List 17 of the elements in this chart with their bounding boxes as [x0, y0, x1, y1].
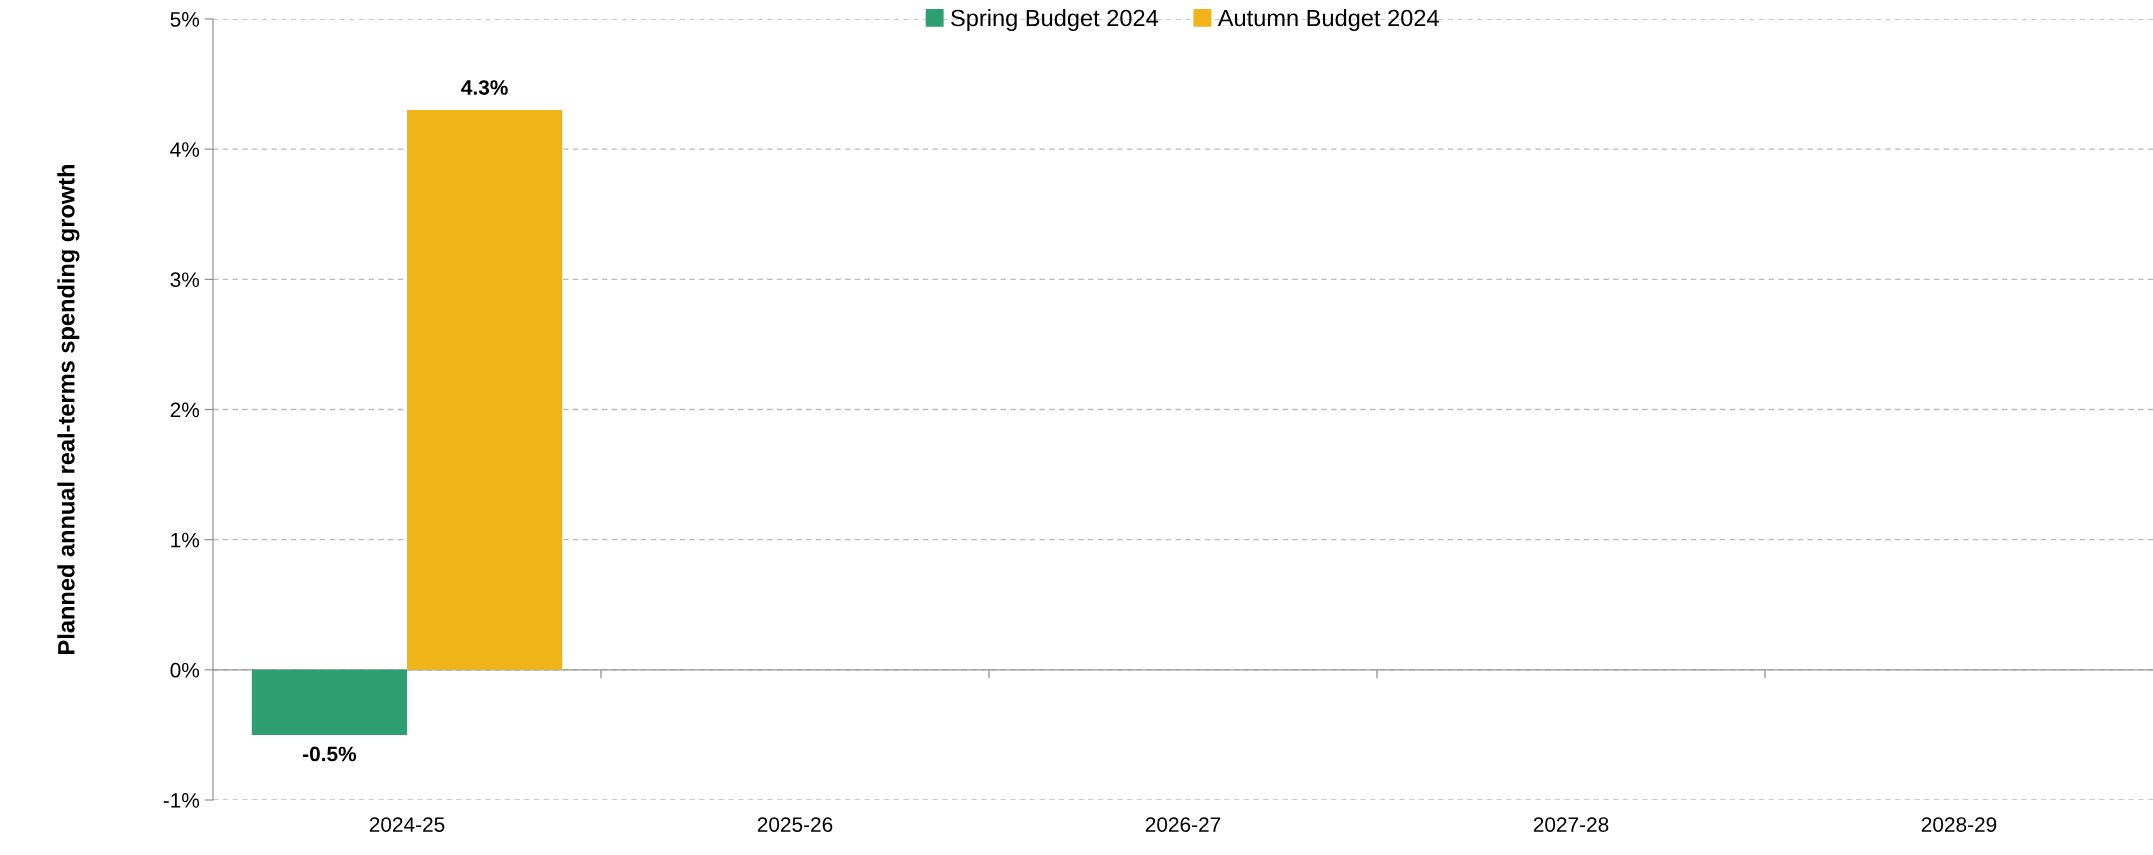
data-label: -0.5%: [303, 746, 357, 762]
y-tick-label: 5%: [170, 12, 200, 27]
x-tick-label: 2024-25: [369, 817, 445, 832]
y-axis-title: Planned annual real-terms spending growth: [57, 164, 80, 654]
y-tick-label: 2%: [170, 402, 200, 418]
y-tick-label: 3%: [170, 272, 200, 288]
data-label: 4.3%: [461, 80, 508, 95]
x-tick-label: 2028-29: [1921, 817, 1997, 832]
legend-label: Autumn Budget 2024: [1217, 9, 1439, 32]
x-tick-label: 2025-26: [757, 817, 833, 832]
y-tick-label: 4%: [170, 142, 200, 157]
y-tick-label: -1%: [163, 793, 200, 808]
y-tick-label: 0%: [170, 662, 200, 678]
x-tick-label: 2027-28: [1533, 817, 1609, 832]
x-tick-label: 2026-27: [1145, 817, 1221, 832]
y-tick-label: 1%: [171, 532, 200, 548]
legend-label: Spring Budget 2024: [951, 9, 1159, 32]
